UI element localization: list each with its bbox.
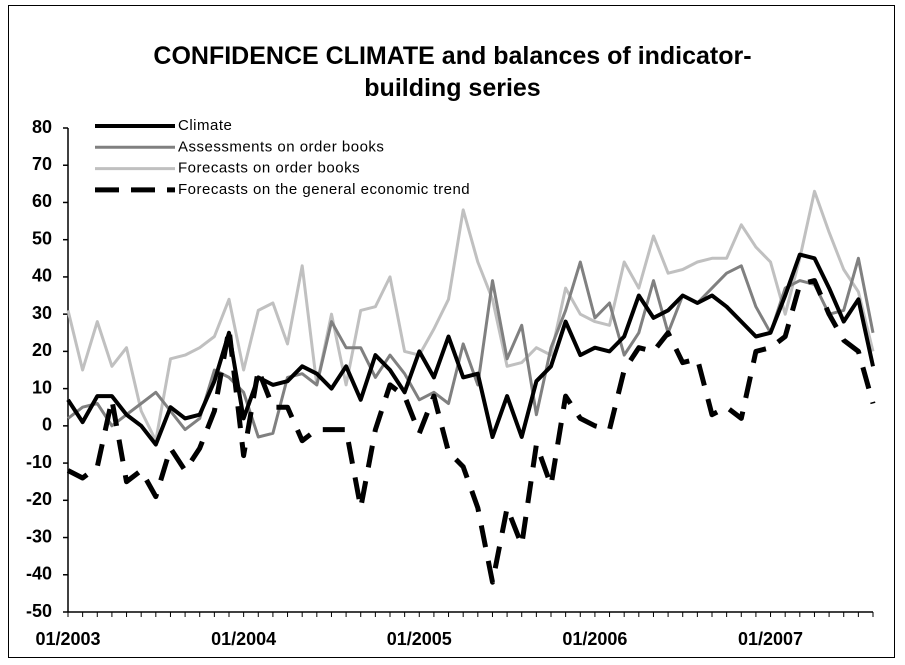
y-tick-label: 20 xyxy=(32,340,52,360)
legend-label: Forecasts on order books xyxy=(178,160,360,177)
chart-frame xyxy=(8,5,895,658)
y-tick-label: 10 xyxy=(32,377,52,397)
y-tick-label: 60 xyxy=(32,191,52,211)
y-tick-label: 70 xyxy=(32,154,52,174)
series-line xyxy=(66,278,876,585)
y-tick-label: 80 xyxy=(32,117,52,137)
y-tick-label: -10 xyxy=(26,452,52,472)
y-tick-label: 30 xyxy=(32,303,52,323)
y-tick-label: -40 xyxy=(26,564,52,584)
x-tick-label: 01/2006 xyxy=(562,629,627,649)
y-tick-label: 50 xyxy=(32,228,52,248)
chart-title: CONFIDENCE CLIMATE and balances of indic… xyxy=(153,42,752,102)
y-tick-label: -20 xyxy=(26,489,52,509)
y-tick-label: -30 xyxy=(26,526,52,546)
x-tick-label: 01/2003 xyxy=(35,629,100,649)
series-line xyxy=(67,256,875,439)
legend-label: Forecasts on the general economic trend xyxy=(178,181,470,198)
legend-label: Climate xyxy=(178,117,232,134)
y-tick-label: 40 xyxy=(32,266,52,286)
x-tick-label: 01/2004 xyxy=(211,629,276,649)
legend-label: Assessments on order books xyxy=(178,138,384,155)
x-tick-label: 01/2005 xyxy=(387,629,452,649)
x-tick-label: 01/2007 xyxy=(738,629,803,649)
y-tick-label: -50 xyxy=(26,601,52,621)
y-tick-label: 0 xyxy=(42,415,52,435)
series-line xyxy=(66,252,875,447)
series-line xyxy=(66,189,875,443)
